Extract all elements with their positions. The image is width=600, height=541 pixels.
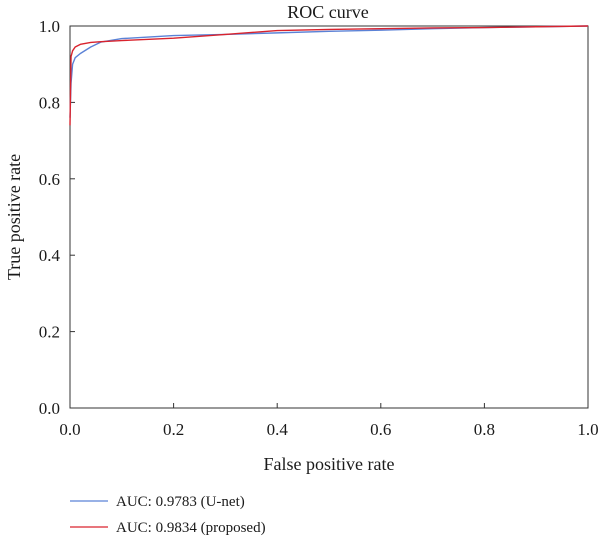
y-tick-label: 1.0: [39, 17, 60, 36]
y-axis-label: True positive rate: [4, 154, 24, 280]
legend: AUC: 0.9783 (U-net) AUC: 0.9834 (propose…: [70, 494, 266, 536]
plot-frame: [69, 25, 589, 409]
x-tick-label: 0.4: [267, 420, 289, 439]
y-axis-ticks: 0.0 0.2 0.4 0.6 0.8 1.0: [39, 17, 75, 418]
y-tick-label: 0.8: [39, 93, 60, 112]
x-tick-label: 0.6: [370, 420, 391, 439]
x-axis-ticks: 0.0 0.2 0.4 0.6 0.8 1.0: [59, 403, 599, 439]
x-tick-label: 0.0: [59, 420, 80, 439]
x-tick-label: 0.8: [474, 420, 495, 439]
y-tick-label: 0.0: [39, 399, 60, 418]
y-tick-label: 0.2: [39, 323, 60, 342]
chart-title: ROC curve: [287, 2, 368, 22]
x-tick-label: 0.2: [163, 420, 184, 439]
series-line-proposed: [69, 25, 589, 126]
legend-label-unet: AUC: 0.9783 (U-net): [116, 494, 245, 510]
series-lines: [69, 25, 589, 126]
x-tick-label: 1.0: [577, 420, 598, 439]
y-tick-label: 0.4: [39, 246, 61, 265]
y-tick-label: 0.6: [39, 170, 60, 189]
x-axis-label: False positive rate: [264, 454, 395, 474]
legend-label-proposed: AUC: 0.9834 (proposed): [116, 520, 266, 536]
